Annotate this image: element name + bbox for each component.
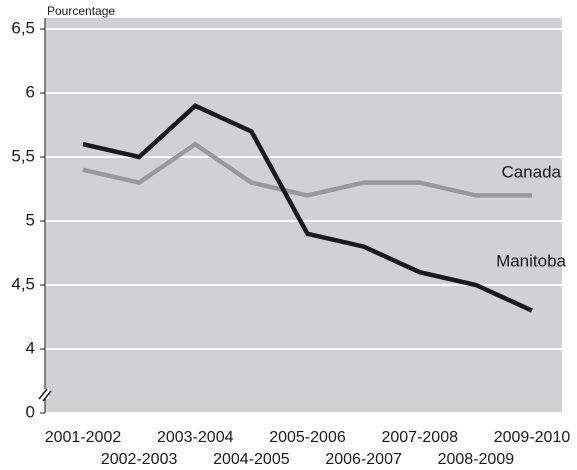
axis-break (42, 390, 52, 402)
x-tick-label: 2008-2009 (438, 451, 515, 468)
x-tick-label: 2002-2003 (101, 451, 178, 468)
line-series (82, 141, 532, 198)
x-tick-label: 2003-2004 (157, 429, 234, 446)
y-axis-label: Pourcentage (47, 4, 115, 18)
x-tick-label: 2005-2006 (269, 429, 346, 446)
y-tick-label: 5 (26, 210, 35, 229)
x-tick-label: 2006-2007 (325, 451, 402, 468)
legend-label: Manitoba (496, 251, 566, 270)
axis-break (38, 388, 48, 400)
x-tick-label: 2001-2002 (45, 429, 122, 446)
x-tick-label: 2004-2005 (213, 451, 290, 468)
y-tick-label: 0 (26, 402, 35, 421)
y-tick-label: 4,5 (11, 274, 35, 293)
x-tick-label: 2009-2010 (494, 429, 571, 446)
y-tick-label: 6 (26, 82, 35, 101)
y-tick-label: 6,5 (11, 18, 35, 37)
y-tick-label: 4 (26, 338, 35, 357)
y-tick-label: 5,5 (11, 146, 35, 165)
axis-break-gap (41, 389, 49, 399)
plot-background (45, 18, 562, 413)
x-tick-label: 2007-2008 (381, 429, 458, 446)
legend-label: Canada (501, 162, 561, 181)
line-series (82, 103, 533, 313)
